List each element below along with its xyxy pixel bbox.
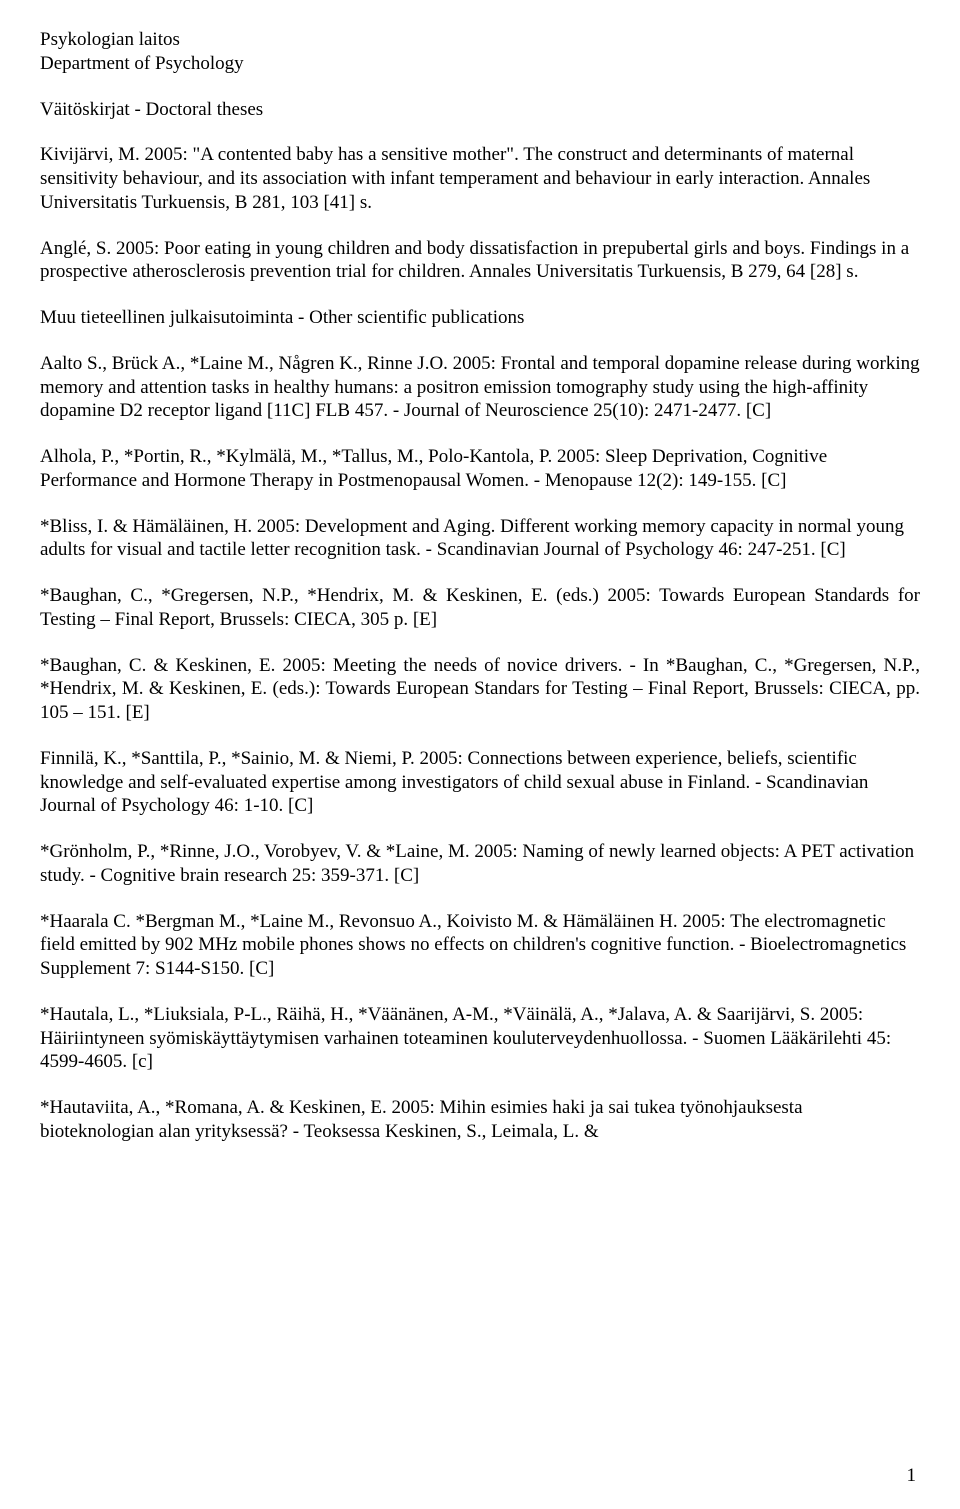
publication-entry: *Haarala C. *Bergman M., *Laine M., Revo… (40, 910, 920, 981)
dept-name-en: Department of Psychology (40, 52, 920, 76)
section-heading: Väitöskirjat - Doctoral theses (40, 98, 920, 122)
publication-entry: Aalto S., Brück A., *Laine M., Någren K.… (40, 352, 920, 423)
subsection-heading: Muu tieteellinen julkaisutoiminta - Othe… (40, 306, 920, 330)
publication-entry: *Baughan, C., *Gregersen, N.P., *Hendrix… (40, 584, 920, 632)
publication-entry: *Hautaviita, A., *Romana, A. & Keskinen,… (40, 1096, 920, 1144)
publication-entry: *Hautala, L., *Liuksiala, P-L., Räihä, H… (40, 1003, 920, 1074)
page-number: 1 (907, 1464, 917, 1488)
thesis-entry: Kivijärvi, M. 2005: "A contented baby ha… (40, 143, 920, 214)
thesis-entries: Kivijärvi, M. 2005: "A contented baby ha… (40, 143, 920, 284)
thesis-entry: Anglé, S. 2005: Poor eating in young chi… (40, 237, 920, 285)
publication-entry: Alhola, P., *Portin, R., *Kylmälä, M., *… (40, 445, 920, 493)
publication-entry: *Bliss, I. & Hämäläinen, H. 2005: Develo… (40, 515, 920, 563)
document-page: Psykologian laitos Department of Psychol… (0, 0, 960, 1508)
publication-entry: *Grönholm, P., *Rinne, J.O., Vorobyev, V… (40, 840, 920, 888)
department-header: Psykologian laitos Department of Psychol… (40, 28, 920, 76)
publication-entry: *Baughan, C. & Keskinen, E. 2005: Meetin… (40, 654, 920, 725)
publication-entry: Finnilä, K., *Santtila, P., *Sainio, M. … (40, 747, 920, 818)
publication-entries: Aalto S., Brück A., *Laine M., Någren K.… (40, 352, 920, 1144)
dept-name-fi: Psykologian laitos (40, 28, 920, 52)
